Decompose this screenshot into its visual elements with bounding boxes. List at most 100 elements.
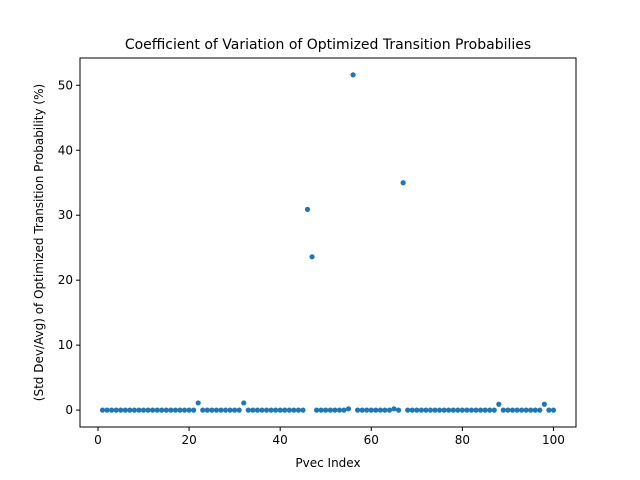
scatter-point [518, 407, 525, 413]
scatter-point [400, 180, 406, 186]
scatter-point [345, 406, 352, 412]
scatter-point [195, 400, 201, 406]
scatter-point [418, 407, 424, 413]
scatter-point [382, 407, 388, 413]
scatter-point [532, 407, 538, 413]
scatter-point [373, 407, 379, 413]
scatter-point [464, 407, 470, 413]
scatter-point [204, 407, 210, 413]
x-axis-label: Pvec Index [295, 456, 360, 470]
scatter-point [136, 407, 142, 413]
scatter-point [396, 407, 402, 413]
scatter-point [222, 407, 229, 413]
scatter-point [154, 407, 160, 413]
scatter-point [218, 407, 224, 413]
plot-frame [79, 57, 577, 428]
scatter-point [227, 407, 233, 413]
scatter-point [336, 407, 342, 413]
scatter-point [268, 407, 274, 413]
y-tick-label: 50 [58, 78, 73, 92]
scatter-point [245, 407, 251, 413]
scatter-point [286, 407, 292, 413]
y-axis-label: (Std Dev/Avg) of Optimized Transition Pr… [32, 84, 46, 401]
scatter-point [254, 407, 260, 413]
scatter-point [140, 407, 147, 413]
scatter-point [341, 407, 347, 413]
scatter-point [441, 407, 447, 413]
scatter-point [455, 407, 461, 413]
x-tick-label: 40 [273, 433, 288, 447]
scatter-point [491, 407, 497, 413]
y-tick-label: 0 [65, 403, 73, 417]
scatter-point [172, 407, 179, 413]
scatter-point [482, 407, 488, 413]
scatter-point [263, 407, 270, 413]
scatter-point [314, 407, 320, 413]
scatter-point [487, 407, 493, 413]
scatter-point [145, 407, 151, 413]
scatter-point [432, 407, 438, 413]
scatter-point [409, 407, 415, 413]
scatter-point [118, 407, 124, 413]
x-tick-label: 100 [542, 433, 565, 447]
scatter-point [550, 407, 557, 413]
scatter-point [309, 254, 315, 260]
x-tick-label: 0 [94, 433, 102, 447]
x-tick-label: 20 [181, 433, 196, 447]
y-tick-label: 20 [58, 273, 73, 287]
scatter-point [168, 407, 174, 413]
scatter-point [159, 407, 165, 413]
y-axis-ticks: 0 10 20 30 40 50 [58, 78, 80, 417]
scatter-point [528, 407, 534, 413]
y-tick-label: 30 [58, 208, 73, 222]
scatter-point [500, 407, 506, 413]
scatter-point [241, 400, 247, 406]
chart-title: Coefficient of Variation of Optimized Tr… [125, 37, 531, 53]
scatter-point [213, 407, 220, 413]
scatter-point [259, 407, 265, 413]
scatter-point [327, 407, 333, 413]
scatter-point [277, 407, 283, 413]
scatter-point [386, 407, 393, 413]
scatter-point [104, 407, 110, 413]
scatter-point [304, 206, 311, 212]
x-tick-label: 60 [364, 433, 379, 447]
scatter-point [509, 407, 516, 413]
scatter-point [332, 407, 338, 413]
scatter-point [273, 407, 279, 413]
scatter-point [131, 407, 138, 413]
scatter-point [546, 407, 552, 413]
scatter-point [537, 407, 543, 413]
scatter-point [295, 407, 301, 413]
scatter-point [505, 407, 511, 413]
scatter-point [423, 407, 429, 413]
scatter-point [468, 407, 475, 413]
scatter-point [150, 407, 156, 413]
scatter-point [391, 406, 397, 412]
y-tick-label: 40 [58, 143, 73, 157]
scatter-point [523, 407, 529, 413]
y-tick-label: 10 [58, 338, 73, 352]
scatter-point [436, 407, 443, 413]
scatter-point [177, 407, 183, 413]
scatter-point [127, 407, 133, 413]
scatter-point [323, 407, 329, 413]
scatter-point [163, 407, 169, 413]
scatter-point [350, 72, 356, 78]
scatter-point [232, 407, 238, 413]
scatter-point [191, 407, 197, 413]
scatter-point [377, 407, 383, 413]
scatter-point [477, 407, 484, 413]
scatter-point [496, 401, 502, 407]
scatter-point [368, 407, 374, 413]
scatter-point [318, 407, 324, 413]
scatter-point [359, 407, 365, 413]
scatter-point [427, 407, 434, 413]
scatter-point [414, 407, 420, 413]
scatter-point [355, 407, 361, 413]
scatter-point [109, 407, 115, 413]
scatter-point [200, 407, 206, 413]
scatter-point [473, 407, 479, 413]
